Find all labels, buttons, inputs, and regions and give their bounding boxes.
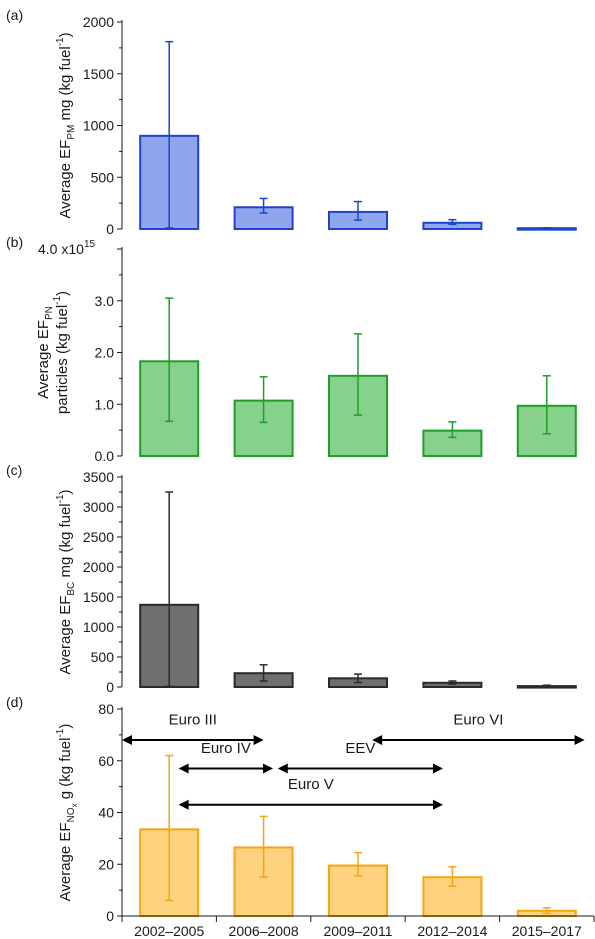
y-tick-label: 0 xyxy=(106,221,114,237)
arrow-head-right xyxy=(432,763,443,774)
arrow-head-left xyxy=(178,799,189,810)
y-tick-label: 1500 xyxy=(83,589,114,605)
x-tick-label: 2012–2014 xyxy=(417,923,487,939)
panel-label: (b) xyxy=(6,234,23,250)
y-axis-label: Average EFNOx g (kg fuel-1) xyxy=(55,724,79,902)
y-tick-label: 3.0 xyxy=(95,293,115,309)
y-tick-label: 0 xyxy=(106,908,114,924)
x-tick-label: 2009–2011 xyxy=(323,923,392,939)
y-tick-label: 2000 xyxy=(83,14,114,30)
y-tick-label: 20 xyxy=(98,856,114,872)
y-tick-label: 500 xyxy=(91,649,115,665)
arrow-head-left xyxy=(178,763,189,774)
y-tick-label: 1.0 xyxy=(95,396,115,412)
arrow-head-right xyxy=(432,799,443,810)
panel-label: (c) xyxy=(6,462,22,478)
y-tick-label: 2500 xyxy=(83,529,114,545)
y-tick-label: 1500 xyxy=(83,66,114,82)
y-axis-label: Average EFPM mg (kg fuel-1) xyxy=(55,32,77,218)
annotation-arrow: EEV xyxy=(277,740,443,774)
y-tick-label: 60 xyxy=(98,753,114,769)
y-tick-label: 0.0 xyxy=(95,448,115,464)
y-tick-label: 40 xyxy=(98,805,114,821)
annotation-label: EEV xyxy=(345,740,375,757)
annotation-arrow: Euro III xyxy=(122,712,264,746)
y-axis-label: Average EFBC mg (kg fuel-1) xyxy=(55,489,77,674)
panel-label: (a) xyxy=(6,7,23,23)
panel-c: (c) 0 500 1000 1500 2000 2500 3000 3500 Average E… xyxy=(6,462,577,695)
y-tick-label: 3500 xyxy=(83,469,114,485)
annotation-label: Euro VI xyxy=(453,712,503,729)
y-tick-label-top: 4.0 x1015 xyxy=(38,239,95,257)
arrow-head-left xyxy=(372,735,383,746)
x-axis: 2002–2005 2006–2008 2009–2011 2012–2014 2015… xyxy=(121,915,595,939)
x-tick-label: 2015–2017 xyxy=(512,923,582,939)
y-tick-label: 1000 xyxy=(83,118,114,134)
arrow-head-left xyxy=(277,763,288,774)
annotation-label: Euro III xyxy=(169,712,217,729)
panel-a: (a) 0 500 1000 1500 2000 Average EFPM mg (kg f… xyxy=(6,7,577,237)
arrow-head-left xyxy=(122,735,132,746)
annotation-label: Euro IV xyxy=(201,740,251,757)
y-tick-label: 1000 xyxy=(83,619,114,635)
arrow-head-right xyxy=(574,735,585,746)
x-tick-label: 2006–2008 xyxy=(229,923,299,939)
panel-d: (d) 0 20 40 60 80 Average EFNOx g (kg fuel-1) E… xyxy=(6,694,585,924)
y-tick-label: 80 xyxy=(98,701,114,717)
y-tick-label: 2000 xyxy=(83,559,114,575)
x-tick-label: 2002–2005 xyxy=(134,923,204,939)
y-tick-label: 500 xyxy=(91,169,115,185)
arrow-head-right xyxy=(253,735,264,746)
y-tick-label: 2.0 xyxy=(95,345,115,361)
annotation-label: Euro V xyxy=(288,776,334,793)
arrow-head-right xyxy=(263,763,274,774)
y-axis-label-line2: particles (kg fuel-1) xyxy=(52,291,71,414)
annotation-arrow: Euro IV xyxy=(178,740,274,774)
panel-label: (d) xyxy=(6,694,23,710)
y-tick-label: 3000 xyxy=(83,499,114,515)
annotation-arrow: Euro V xyxy=(178,776,443,810)
y-tick-label: 0 xyxy=(106,679,114,695)
y-axis-label: Average EFPN xyxy=(35,306,55,399)
panel-b: (b) 0.0 1.0 2.0 3.0 4.0 x1015 Average EFPN part… xyxy=(6,234,577,464)
annotation-arrow: Euro VI xyxy=(372,712,585,746)
